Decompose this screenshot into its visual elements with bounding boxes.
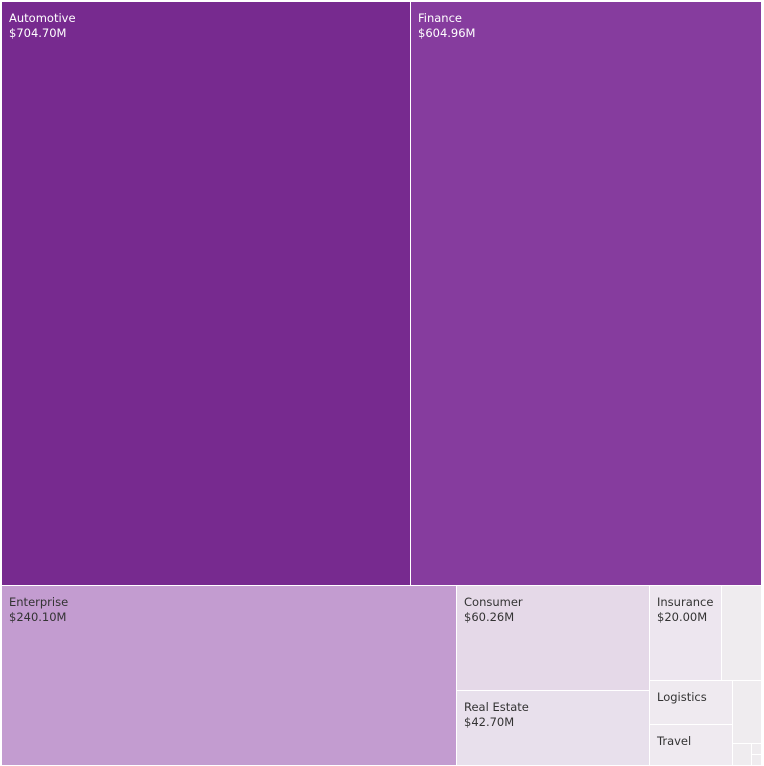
cell-label: Logistics bbox=[657, 690, 707, 705]
cell-name: Consumer bbox=[464, 595, 523, 609]
cell-label: Finance $604.96M bbox=[418, 11, 475, 41]
treemap-cell-real-estate[interactable]: Real Estate $42.70M bbox=[456, 690, 650, 766]
treemap-cell-enterprise[interactable]: Enterprise $240.10M bbox=[1, 585, 457, 766]
cell-name: Enterprise bbox=[9, 595, 69, 609]
cell-value: $704.70M bbox=[9, 26, 67, 40]
cell-label: Automotive $704.70M bbox=[9, 11, 76, 41]
treemap-cell-automotive[interactable]: Automotive $704.70M bbox=[1, 1, 411, 586]
treemap-cell-other-12[interactable] bbox=[751, 754, 762, 766]
treemap-cell-consumer[interactable]: Consumer $60.26M bbox=[456, 585, 650, 691]
treemap-cell-logistics[interactable]: Logistics bbox=[649, 680, 733, 725]
cell-label: Enterprise $240.10M bbox=[9, 595, 68, 625]
treemap-cell-other-8[interactable] bbox=[721, 585, 762, 681]
treemap-cell-other-9[interactable] bbox=[732, 680, 762, 744]
cell-value: $20.00M bbox=[657, 610, 708, 624]
cell-name: Travel bbox=[657, 734, 692, 748]
cell-value: $240.10M bbox=[9, 610, 67, 624]
cell-label: Insurance $20.00M bbox=[657, 595, 713, 625]
cell-name: Automotive bbox=[9, 11, 76, 25]
cell-name: Real Estate bbox=[464, 700, 529, 714]
cell-label: Consumer $60.26M bbox=[464, 595, 523, 625]
treemap-cell-finance[interactable]: Finance $604.96M bbox=[410, 1, 762, 586]
treemap-cell-insurance[interactable]: Insurance $20.00M bbox=[649, 585, 722, 681]
cell-name: Finance bbox=[418, 11, 462, 25]
cell-value: $604.96M bbox=[418, 26, 476, 40]
cell-label: Real Estate $42.70M bbox=[464, 700, 529, 730]
cell-value: $42.70M bbox=[464, 715, 515, 729]
treemap-cell-other-10[interactable] bbox=[732, 743, 752, 766]
cell-label: Travel bbox=[657, 734, 691, 749]
treemap-cell-travel[interactable]: Travel bbox=[649, 724, 733, 766]
cell-name: Insurance bbox=[657, 595, 714, 609]
cell-name: Logistics bbox=[657, 690, 707, 704]
cell-value: $60.26M bbox=[464, 610, 515, 624]
